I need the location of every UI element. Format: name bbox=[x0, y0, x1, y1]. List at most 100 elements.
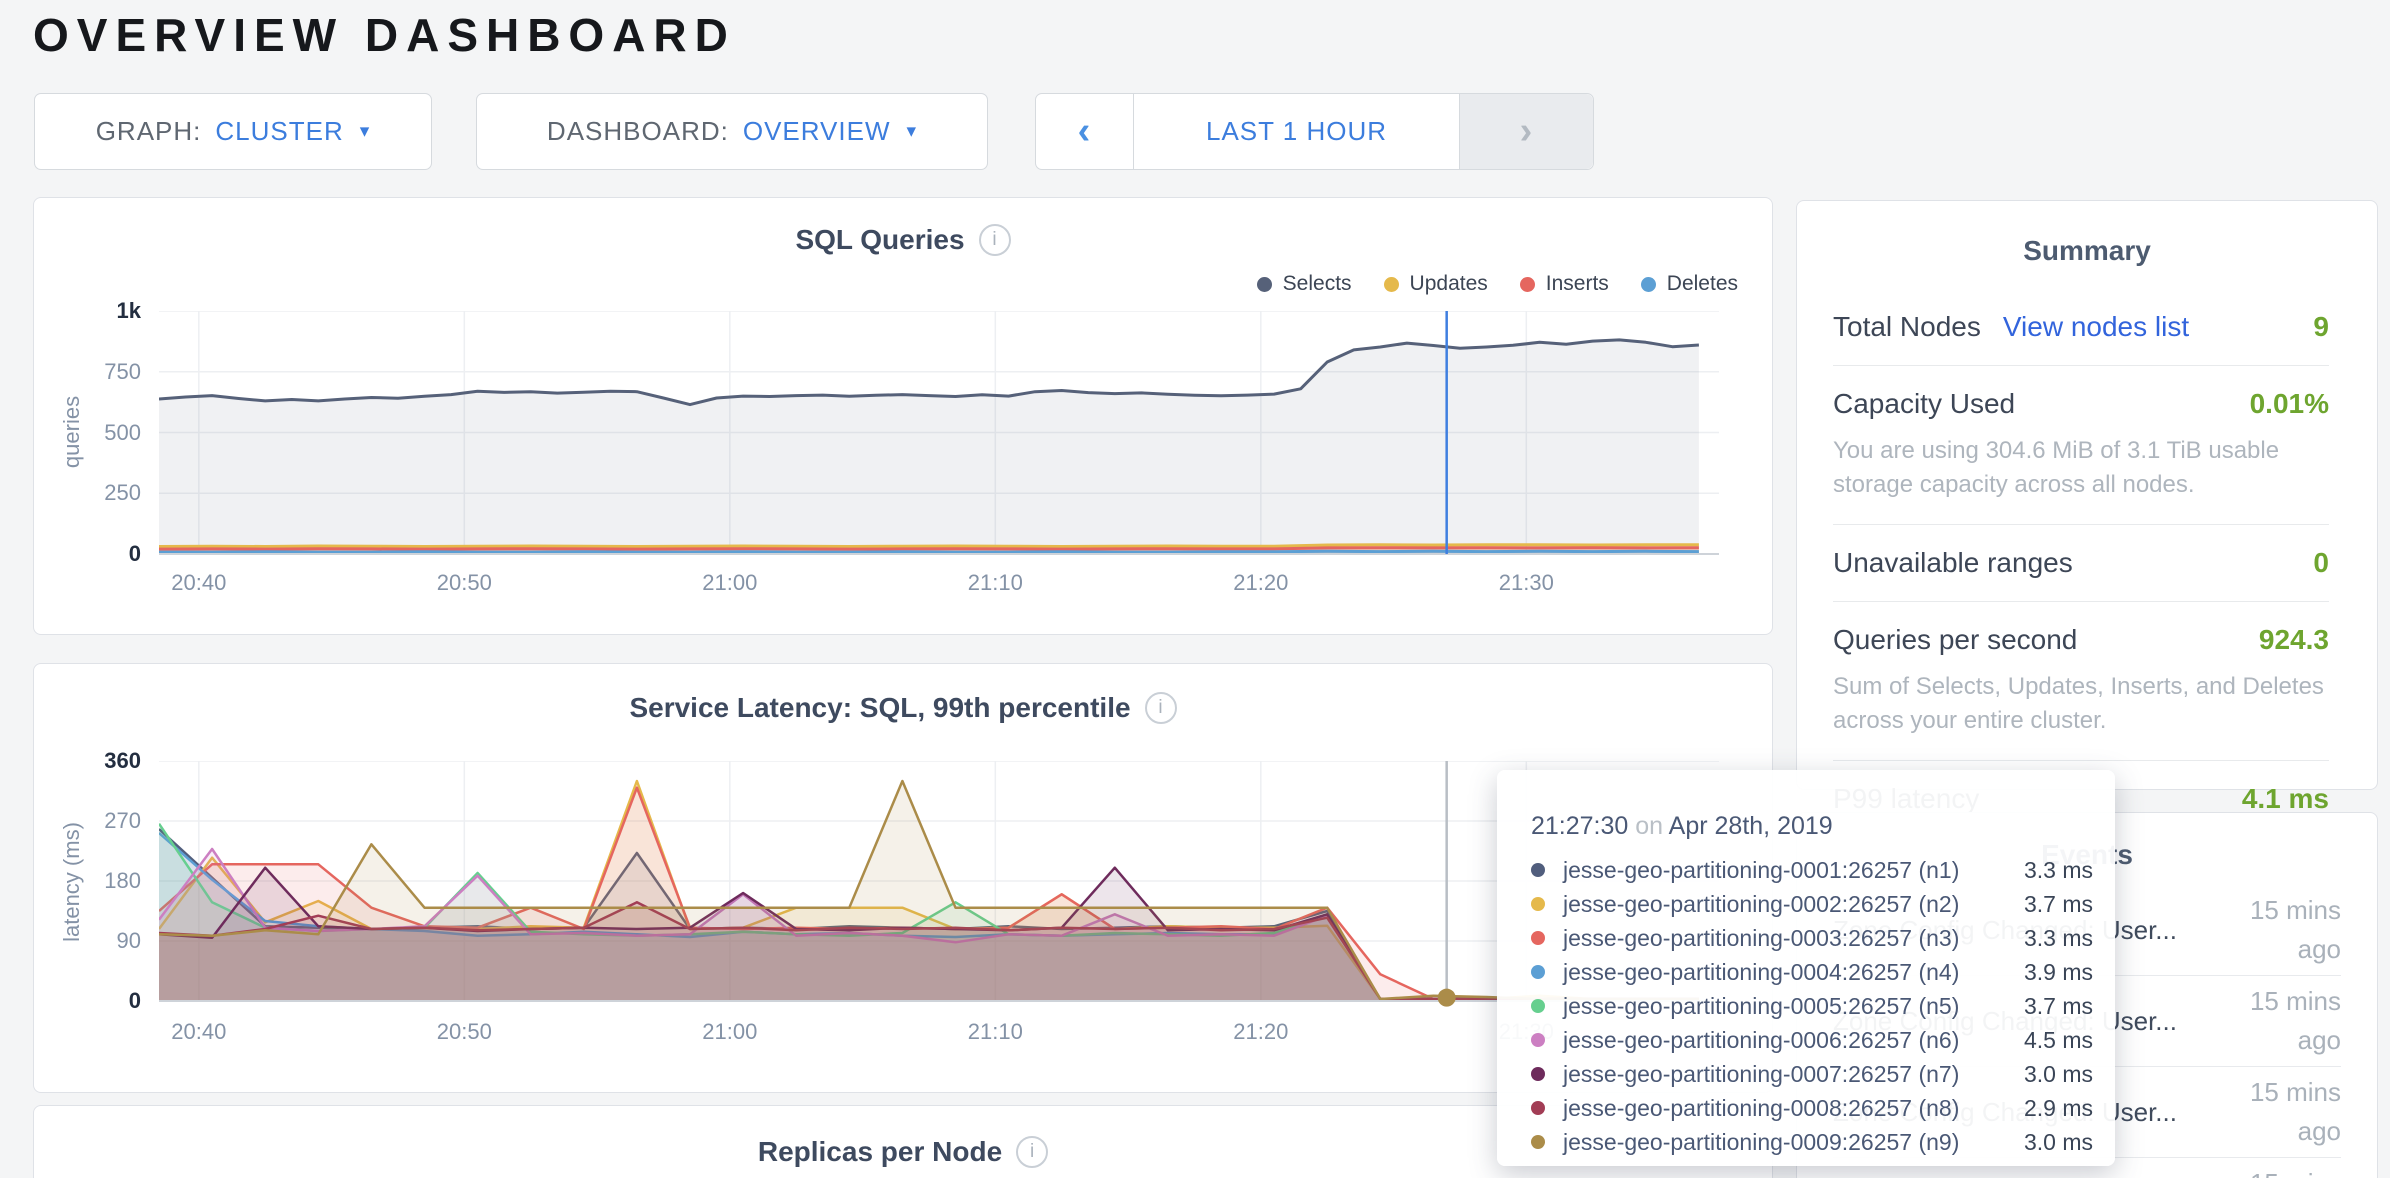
tooltip-node-name: jesse-geo-partitioning-0003:26257 (n3) bbox=[1563, 924, 1960, 951]
p99-latency-value: 4.1 ms bbox=[2241, 783, 2329, 815]
y-tick-label: 90 bbox=[116, 928, 141, 953]
service-latency-chart-title: Service Latency: SQL, 99th percentile bbox=[629, 692, 1131, 723]
legend-item-selects: Selects bbox=[1256, 272, 1352, 296]
tooltip-node-value: 3.9 ms bbox=[2023, 958, 2093, 985]
page-title: OVERVIEW DASHBOARD bbox=[33, 9, 736, 61]
info-icon[interactable]: i bbox=[978, 224, 1011, 256]
qps-label: Queries per second bbox=[1833, 624, 2078, 656]
x-tick-label: 20:40 bbox=[171, 570, 227, 595]
tooltip-node-row: jesse-geo-partitioning-0006:26257 (n6) 4.… bbox=[1531, 1023, 2093, 1057]
tooltip-timestamp: 21:27:30 on Apr 28th, 2019 bbox=[1531, 812, 1833, 840]
x-tick-label: 21:00 bbox=[702, 1019, 758, 1044]
capacity-used-label: Capacity Used bbox=[1833, 388, 2016, 419]
graph-dropdown-value: CLUSTER bbox=[215, 116, 344, 146]
summary-panel: Summary Total Nodes View nodes list 9 Ca… bbox=[1796, 200, 2378, 814]
x-tick-label: 21:20 bbox=[1233, 570, 1289, 595]
time-range-selector: ‹ LAST 1 HOUR › bbox=[1035, 93, 1594, 170]
node-dot-icon bbox=[1531, 897, 1545, 911]
capacity-used-value: 0.01% bbox=[2249, 388, 2329, 419]
legend-item-inserts: Inserts bbox=[1519, 272, 1609, 296]
summary-row-capacity: Capacity Used 0.01% You are using 304.6 … bbox=[1833, 366, 2329, 526]
node-dot-icon bbox=[1531, 931, 1545, 945]
info-icon[interactable]: i bbox=[1016, 1136, 1049, 1168]
tooltip-node-name: jesse-geo-partitioning-0006:26257 (n6) bbox=[1563, 1026, 1960, 1053]
tooltip-node-row: jesse-geo-partitioning-0005:26257 (n5) 3.… bbox=[1531, 989, 2093, 1023]
replicas-chart-title: Replicas per Node bbox=[757, 1136, 1003, 1167]
tooltip-node-value: 2.9 ms bbox=[2023, 1094, 2093, 1121]
time-prev-button[interactable]: ‹ bbox=[1036, 94, 1134, 169]
node-dot-icon bbox=[1531, 1033, 1545, 1047]
event-time: 15 mins ago bbox=[2249, 895, 2341, 964]
capacity-used-description: You are using 304.6 MiB of 3.1 TiB usabl… bbox=[1833, 437, 2280, 499]
deletes-dot-icon bbox=[1640, 276, 1656, 292]
y-tick-label: 270 bbox=[104, 808, 141, 833]
chart-hover-tooltip: 21:27:30 on Apr 28th, 2019 jesse-geo-par… bbox=[1497, 770, 2115, 1166]
tooltip-node-value: 3.0 ms bbox=[2023, 1060, 2093, 1087]
legend-item-updates: Updates bbox=[1383, 272, 1488, 296]
node-dot-icon bbox=[1531, 965, 1545, 979]
node-dot-icon bbox=[1531, 1101, 1545, 1115]
dashboard-dropdown[interactable]: DASHBOARD: OVERVIEW ▾ bbox=[476, 93, 988, 170]
summary-row-qps: Queries per second 924.3 Sum of Selects,… bbox=[1833, 602, 2329, 762]
y-tick-label: 500 bbox=[104, 419, 141, 445]
legend-item-deletes: Deletes bbox=[1640, 272, 1738, 296]
chevron-down-icon: ▾ bbox=[906, 121, 918, 142]
tooltip-node-name: jesse-geo-partitioning-0007:26257 (n7) bbox=[1563, 1060, 1960, 1087]
node-dot-icon bbox=[1531, 1067, 1545, 1081]
event-time: 15 mins ago bbox=[2249, 1077, 2341, 1146]
time-next-button[interactable]: › bbox=[1459, 94, 1593, 169]
sql-queries-chart-card: SQL Queries i Selects Updates Inserts De… bbox=[33, 197, 1773, 635]
x-tick-label: 21:20 bbox=[1233, 1019, 1289, 1044]
qps-value: 924.3 bbox=[2258, 624, 2329, 656]
view-nodes-list-link[interactable]: View nodes list bbox=[2002, 311, 2190, 342]
info-icon[interactable]: i bbox=[1144, 692, 1177, 724]
y-tick-label: 1k bbox=[116, 298, 141, 323]
x-tick-label: 21:30 bbox=[1498, 570, 1554, 595]
event-time: 15 mins ago bbox=[2213, 1164, 2341, 1178]
total-nodes-value: 9 bbox=[2313, 311, 2329, 342]
chevron-left-icon: ‹ bbox=[1077, 110, 1092, 152]
tooltip-node-value: 4.5 ms bbox=[2023, 1026, 2093, 1053]
tooltip-node-row: jesse-geo-partitioning-0004:26257 (n4) 3.… bbox=[1531, 955, 2093, 989]
tooltip-node-value: 3.3 ms bbox=[2023, 924, 2093, 951]
x-tick-label: 21:10 bbox=[967, 570, 1023, 595]
time-range-button[interactable]: LAST 1 HOUR bbox=[1134, 94, 1459, 169]
dashboard-dropdown-value: OVERVIEW bbox=[742, 116, 891, 146]
x-tick-label: 20:40 bbox=[171, 1019, 227, 1044]
node-dot-icon bbox=[1531, 863, 1545, 877]
y-tick-label: 750 bbox=[104, 358, 141, 384]
y-tick-label: 250 bbox=[104, 480, 141, 506]
x-tick-label: 20:50 bbox=[436, 1019, 492, 1044]
y-tick-label: 180 bbox=[104, 868, 141, 893]
graph-dropdown[interactable]: GRAPH: CLUSTER ▾ bbox=[34, 93, 432, 170]
x-tick-label: 20:50 bbox=[436, 570, 492, 595]
y-tick-label: 0 bbox=[128, 988, 141, 1013]
x-tick-label: 21:10 bbox=[967, 1019, 1023, 1044]
x-tick-label: 21:00 bbox=[702, 570, 758, 595]
total-nodes-label: Total Nodes bbox=[1833, 311, 1981, 342]
node-dot-icon bbox=[1531, 999, 1545, 1013]
tooltip-node-row: jesse-geo-partitioning-0007:26257 (n7) 3.… bbox=[1531, 1057, 2093, 1091]
y-tick-label: 0 bbox=[128, 541, 141, 566]
chevron-down-icon: ▾ bbox=[359, 121, 371, 142]
service-latency-plot[interactable] bbox=[159, 761, 1719, 1007]
summary-title: Summary bbox=[2023, 235, 2151, 266]
unavailable-ranges-value: 0 bbox=[2313, 547, 2329, 579]
tooltip-node-name: jesse-geo-partitioning-0001:26257 (n1) bbox=[1563, 856, 1960, 883]
tooltip-node-value: 3.0 ms bbox=[2023, 1128, 2093, 1155]
qps-description: Sum of Selects, Updates, Inserts, and De… bbox=[1833, 673, 2324, 735]
tooltip-node-name: jesse-geo-partitioning-0009:26257 (n9) bbox=[1563, 1128, 1960, 1155]
dashboard-dropdown-label: DASHBOARD: bbox=[546, 116, 729, 146]
inserts-dot-icon bbox=[1519, 276, 1535, 292]
tooltip-node-name: jesse-geo-partitioning-0008:26257 (n8) bbox=[1563, 1094, 1960, 1121]
tooltip-node-name: jesse-geo-partitioning-0005:26257 (n5) bbox=[1563, 992, 1960, 1019]
summary-row-unavailable-ranges: Unavailable ranges 0 bbox=[1833, 525, 2329, 603]
tooltip-node-row: jesse-geo-partitioning-0003:26257 (n3) 3.… bbox=[1531, 921, 2093, 955]
sql-queries-plot[interactable] bbox=[159, 311, 1719, 557]
service-latency-chart-card: Service Latency: SQL, 99th percentile i … bbox=[33, 663, 1773, 1093]
tooltip-node-row: jesse-geo-partitioning-0009:26257 (n9) 3.… bbox=[1531, 1125, 2093, 1159]
tooltip-node-row: jesse-geo-partitioning-0002:26257 (n2) 3.… bbox=[1531, 887, 2093, 921]
event-time: 15 mins ago bbox=[2249, 986, 2341, 1055]
chevron-right-icon: › bbox=[1519, 110, 1534, 152]
tooltip-node-name: jesse-geo-partitioning-0002:26257 (n2) bbox=[1563, 890, 1960, 917]
